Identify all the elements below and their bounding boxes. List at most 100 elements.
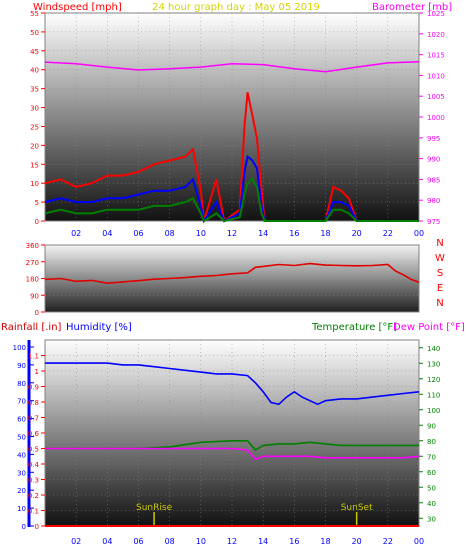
direction-compass-label: W	[435, 253, 445, 264]
rain-y-tick-label: 0.6	[28, 430, 40, 438]
humidity-x-tick-label: 20	[352, 537, 362, 546]
humidity-y-tick-label: 30	[17, 469, 26, 477]
graph-title: 24 hour graph day : May 05 2019	[152, 2, 320, 13]
barometer-y-tick-label: 1020	[427, 31, 445, 39]
wind-x-tick-label: 06	[133, 229, 143, 238]
temperature-y-tick-label: 120	[427, 376, 440, 384]
sun-annotations: SunRise SunSet	[136, 503, 373, 526]
direction-y-tick-label: 90	[30, 292, 39, 300]
direction-compass-label: N	[436, 298, 443, 309]
direction-y-tick-label: 270	[26, 259, 39, 267]
rain-y-tick-label: 0.2	[28, 492, 39, 500]
direction-y-tick-label: 360	[26, 242, 39, 250]
rain-y-tick-label: 0.4	[28, 461, 40, 469]
windspeed-axis-title: Windspeed [mph]	[33, 2, 122, 13]
direction-y-tick-label: 180	[26, 276, 39, 284]
barometer-y-tick-label: 990	[427, 156, 440, 164]
wind-series-line	[44, 60, 420, 73]
humidity-x-tick-label: 08	[165, 537, 175, 546]
direction-series-line	[44, 262, 420, 285]
wind-y-tick-label: 20	[30, 142, 39, 150]
direction-series	[44, 262, 420, 285]
humidity-y-tick-label: 60	[17, 416, 26, 424]
humidity-x-tick-label: 18	[320, 537, 330, 546]
wind-x-tick-label: 04	[102, 229, 112, 238]
sun-annotation-label: SunRise	[136, 503, 173, 513]
temperature-y-tick-label: 80	[427, 438, 436, 446]
humidity-y-tick-label: 80	[17, 380, 26, 388]
humidity-x-tick-label: 12	[227, 537, 237, 546]
rainfall-axis-title: Rainfall [.in]	[1, 322, 62, 333]
wind-y-ticks: 0 5 10 15 20 25 30 35 40 45 50 55	[30, 10, 45, 226]
barometer-y-tick-label: 1015	[427, 52, 445, 60]
rain-y-tick-label: 0.8	[28, 399, 39, 407]
rain-y-tick-label: 0.3	[28, 477, 39, 485]
wind-y-tick-label: 55	[30, 10, 39, 18]
humidity-y-tick-label: 90	[17, 362, 26, 370]
wind-y-tick-label: 0	[35, 218, 39, 226]
wind-x-tick-label: 02	[71, 229, 81, 238]
temperature-y-ticks: 30 40 50 60 70 80 90 100 110 120 130 140	[419, 345, 440, 523]
humidity-x-tick-label: 16	[289, 537, 299, 546]
wind-y-tick-label: 40	[30, 67, 39, 75]
temperature-y-tick-label: 30	[427, 515, 436, 523]
humidity-y-tick-label: 40	[17, 451, 26, 459]
temperature-y-tick-label: 90	[427, 422, 436, 430]
humidity-series-line	[45, 362, 420, 406]
barometer-y-tick-label: 980	[427, 197, 440, 205]
wind-x-tick-label: 00	[414, 229, 424, 238]
wind-y-tick-label: 45	[30, 48, 39, 56]
rain-y-tick-label: 0.9	[28, 384, 39, 392]
sun-annotation-label: SunSet	[341, 503, 373, 513]
temperature-y-tick-label: 70	[427, 453, 436, 461]
wind-x-tick-label: 10	[196, 229, 206, 238]
temperature-y-tick-label: 100	[427, 407, 440, 415]
rain-y-tick-label: 0.5	[28, 446, 39, 454]
humidity-x-tick-label: 22	[383, 537, 393, 546]
temperature-y-tick-label: 110	[427, 391, 440, 399]
rain-y-tick-label: 0.1	[28, 508, 39, 516]
wind-y-tick-label: 10	[30, 180, 39, 188]
temperature-y-tick-label: 40	[427, 500, 436, 508]
wind-x-tick-label: 14	[258, 229, 268, 238]
humidity-y-tick-label: 70	[17, 398, 26, 406]
wind-series	[44, 60, 420, 224]
humidity-x-tick-label: 02	[71, 537, 81, 546]
humidity-x-tick-label: 14	[258, 537, 268, 546]
wind-x-tick-label: 08	[165, 229, 175, 238]
humidity-x-tick-label: 04	[102, 537, 112, 546]
humidity-grid	[45, 340, 420, 527]
barometer-y-tick-label: 1025	[427, 10, 445, 18]
humidity-axis-title: Humidity [%]	[66, 322, 132, 333]
wind-y-tick-label: 15	[30, 161, 39, 169]
direction-compass-label: N	[436, 238, 443, 249]
wind-series-line	[44, 177, 419, 223]
humidity-x-ticks: 02 04 06 08 10 12 14 16 18 20 22 00	[71, 537, 424, 546]
wind-x-tick-label: 16	[289, 229, 299, 238]
humidity-y-tick-label: 0	[22, 523, 26, 531]
wind-x-ticks: 02 04 06 08 10 12 14 16 18 20 22 00	[71, 229, 424, 238]
direction-y-tick-label: 0	[35, 309, 39, 317]
humidity-y-tick-label: 50	[17, 434, 26, 442]
temperature-y-tick-label: 140	[427, 345, 440, 353]
temperature-axis-title: Temperature [°F]	[311, 322, 397, 333]
rain-y-tick-label: 0	[35, 523, 39, 531]
wind-y-tick-label: 25	[30, 123, 39, 131]
direction-compass-label: E	[437, 283, 443, 294]
humidity-x-tick-label: 10	[196, 537, 206, 546]
wind-x-tick-label: 18	[320, 229, 330, 238]
humidity-x-tick-label: 00	[414, 537, 424, 546]
barometer-y-tick-label: 985	[427, 176, 440, 184]
barometer-y-tick-label: 1000	[427, 114, 445, 122]
humidity-y-ticks: 0 10 20 30 40 50 60 70 80 90 100	[13, 344, 34, 531]
humidity-series-line	[45, 447, 420, 461]
temperature-y-tick-label: 60	[427, 469, 436, 477]
direction-y-ticks: 0 90 180 270 360	[26, 242, 45, 317]
direction-compass-label: S	[437, 268, 443, 279]
rain-y-tick-label: 1.1	[28, 353, 39, 361]
humidity-y-tick-label: 100	[13, 344, 26, 352]
humidity-x-tick-label: 06	[133, 537, 143, 546]
